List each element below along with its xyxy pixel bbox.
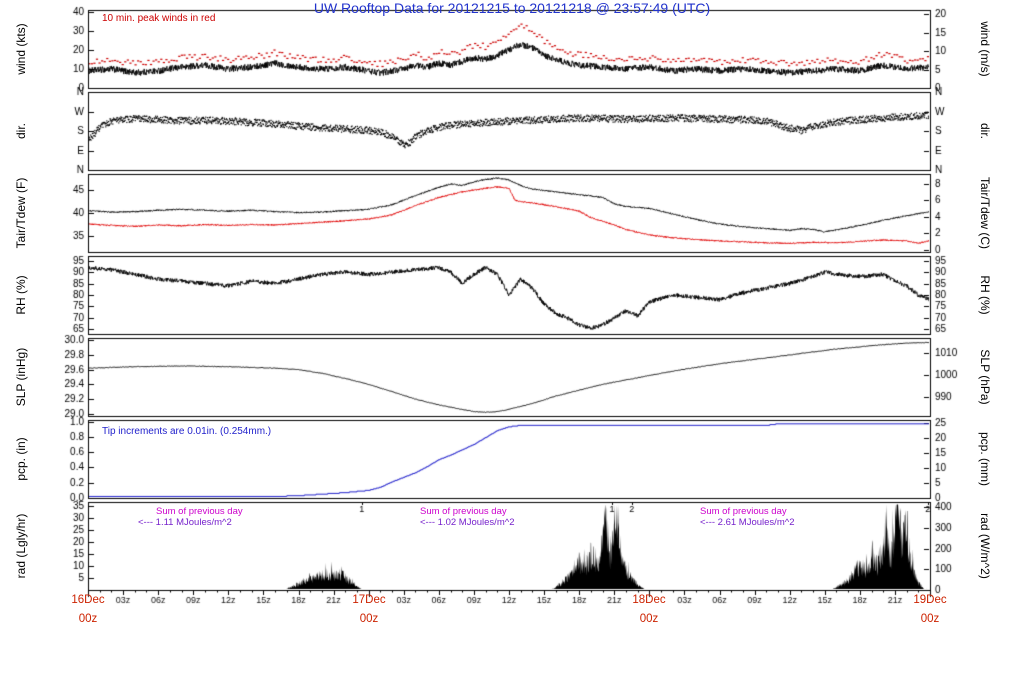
- rad-sum-note-2-line2: <--- 1.02 MJoules/m^2: [420, 517, 515, 528]
- rad-sum-note-3-line1: Sum of previous day: [700, 506, 787, 517]
- rad-left-axis-label: rad (Lgly/hr): [14, 513, 28, 579]
- rad-sum-note-1-line2: <--- 1.11 MJoules/m^2: [138, 517, 232, 528]
- rad-right-axis-label: rad (W/m^2): [978, 513, 992, 579]
- rad-sum-note-2-line1: Sum of previous day: [420, 506, 507, 517]
- x-day-label-19dec-date: 19Dec: [913, 594, 947, 606]
- slp-right-axis-label: SLP (hPa): [978, 349, 992, 405]
- rad-sum-note-3: Sum of previous day <--- 2.61 MJoules/m^…: [700, 506, 794, 528]
- x-day-label-17dec: 17Dec 00z: [352, 591, 385, 629]
- dir-right-axis-label: dir.: [978, 122, 992, 140]
- x-day-label-19dec: 19Dec 00z: [913, 591, 946, 629]
- slp-left-axis-label: SLP (inHg): [14, 347, 28, 407]
- x-day-label-17dec-hour: 00z: [359, 613, 379, 625]
- x-day-label-19dec-hour: 00z: [920, 613, 940, 625]
- rh-left-axis-label: RH (%): [14, 275, 28, 315]
- wind-left-axis-label: wind (kts): [14, 23, 28, 75]
- wind-right-axis-label: wind (m/s): [978, 21, 992, 77]
- rad-sum-note-1-line1: Sum of previous day: [156, 506, 243, 517]
- dir-left-axis-label: dir.: [14, 122, 28, 140]
- rad-sum-note-3-line2: <--- 2.61 MJoules/m^2: [700, 517, 795, 528]
- x-day-label-16dec-date: 16Dec: [71, 594, 105, 606]
- rad-sum-note-2: Sum of previous day <--- 1.02 MJoules/m^…: [420, 506, 514, 528]
- x-day-label-16dec-hour: 00z: [78, 613, 98, 625]
- peak-wind-note: 10 min. peak winds in red: [102, 13, 216, 24]
- rad-sum-note-1: Sum of previous day <--- 1.11 MJoules/m^…: [138, 506, 243, 528]
- tip-increment-note: Tip increments are 0.01in. (0.254mm.): [102, 426, 272, 437]
- rh-right-axis-label: RH (%): [978, 275, 992, 315]
- tair-left-axis-label: Tair/Tdew (F): [14, 177, 28, 249]
- x-day-label-18dec-date: 18Dec: [632, 594, 666, 606]
- x-day-label-17dec-date: 17Dec: [352, 594, 386, 606]
- x-day-label-18dec-hour: 00z: [639, 613, 659, 625]
- tair-right-axis-label: Tair/Tdew (C): [978, 176, 992, 250]
- figure-title: UW Rooftop Data for 20121215 to 20121218…: [313, 0, 711, 16]
- x-day-label-18dec: 18Dec 00z: [632, 591, 665, 629]
- pcp-right-axis-label: pcp. (mm): [978, 432, 992, 486]
- pcp-left-axis-label: pcp. (in): [14, 437, 28, 481]
- x-day-label-16dec: 16Dec 00z: [71, 591, 104, 629]
